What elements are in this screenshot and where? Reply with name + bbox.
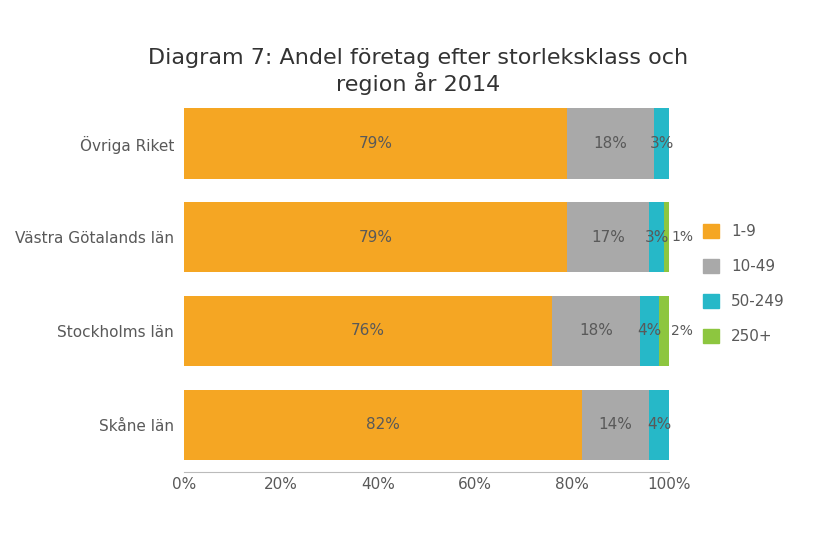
Text: 3%: 3%: [650, 136, 674, 151]
Text: 17%: 17%: [591, 230, 625, 244]
Text: 14%: 14%: [599, 418, 632, 432]
Text: Diagram 7: Andel företag efter storleksklass och
region år 2014: Diagram 7: Andel företag efter storleksk…: [148, 48, 688, 95]
Text: 18%: 18%: [579, 324, 613, 338]
Text: 4%: 4%: [637, 324, 661, 338]
Bar: [655, 108, 669, 178]
Text: 79%: 79%: [359, 136, 392, 151]
Bar: [659, 296, 669, 366]
Bar: [582, 390, 650, 460]
Bar: [184, 390, 582, 460]
Bar: [650, 202, 664, 272]
Bar: [184, 296, 553, 366]
Bar: [184, 202, 567, 272]
Text: 4%: 4%: [647, 418, 671, 432]
Text: 79%: 79%: [359, 230, 392, 244]
Bar: [640, 296, 659, 366]
Text: 82%: 82%: [366, 418, 400, 432]
Bar: [553, 296, 640, 366]
Bar: [664, 202, 669, 272]
Text: 18%: 18%: [594, 136, 628, 151]
Text: 1%: 1%: [671, 230, 693, 244]
Bar: [567, 202, 650, 272]
Text: 76%: 76%: [351, 324, 385, 338]
Text: 2%: 2%: [671, 324, 693, 338]
Text: 3%: 3%: [645, 230, 669, 244]
Legend: 1-9, 10-49, 50-249, 250+: 1-9, 10-49, 50-249, 250+: [696, 217, 793, 352]
Bar: [567, 108, 655, 178]
Bar: [184, 108, 567, 178]
Bar: [650, 390, 669, 460]
